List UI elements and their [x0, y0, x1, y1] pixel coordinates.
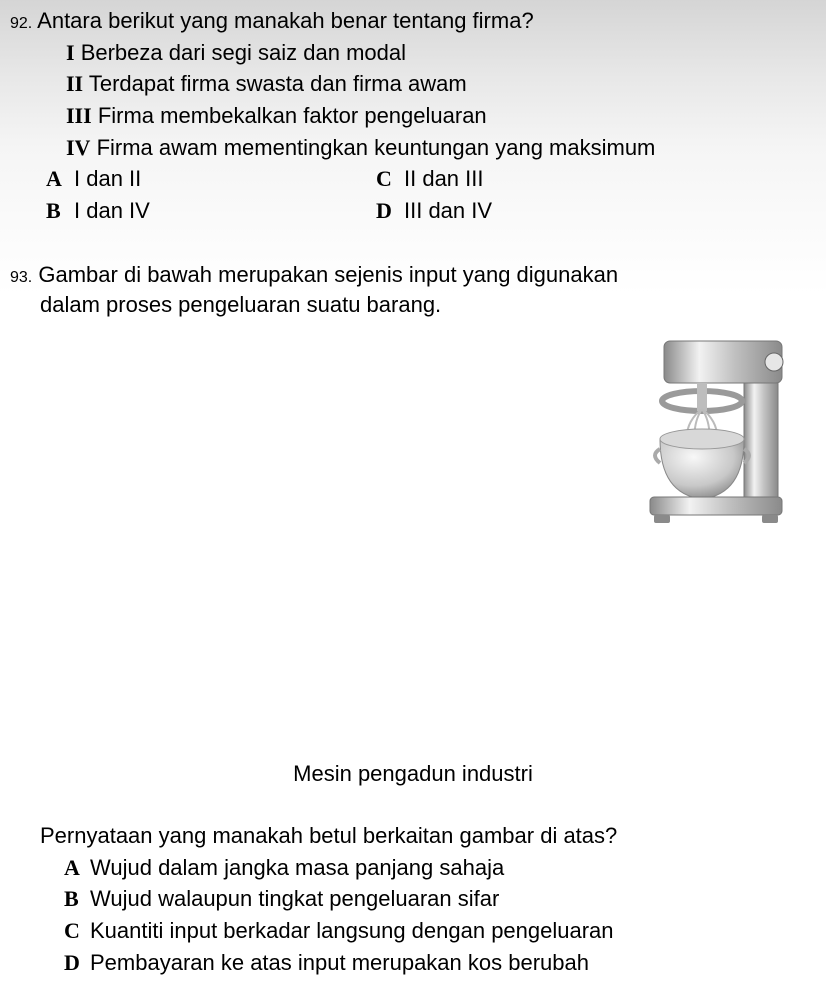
option-label: C	[376, 164, 404, 194]
option-c: C II dan III	[376, 164, 484, 194]
option-label: D	[64, 948, 90, 978]
option-text: Wujud walaupun tingkat pengeluaran sifar	[90, 884, 499, 914]
roman-item: IV Firma awam mementingkan keuntungan ya…	[66, 133, 816, 163]
option-a: A I dan II	[46, 164, 376, 194]
q92-options-row1: A I dan II C II dan III	[10, 164, 816, 194]
option-c: C Kuantiti input berkadar langsung denga…	[64, 916, 816, 946]
q93-subquestion: Pernyataan yang manakah betul berkaitan …	[10, 821, 816, 851]
option-b: B I dan IV	[46, 196, 376, 226]
q93-line1: 93. Gambar di bawah merupakan sejenis in…	[10, 260, 816, 290]
option-label: B	[46, 196, 74, 226]
option-d: D III dan IV	[376, 196, 492, 226]
roman-label: II	[66, 71, 83, 96]
q92-romans: I Berbeza dari segi saiz dan modal II Te…	[10, 38, 816, 163]
q93-options: A Wujud dalam jangka masa panjang sahaja…	[10, 853, 816, 978]
option-text: III dan IV	[404, 196, 492, 226]
option-text: I dan II	[74, 164, 141, 194]
q93-line2: dalam proses pengeluaran suatu barang.	[10, 290, 816, 320]
roman-item: I Berbeza dari segi saiz dan modal	[66, 38, 816, 68]
option-text: Wujud dalam jangka masa panjang sahaja	[90, 853, 504, 883]
option-label: C	[64, 916, 90, 946]
option-text: I dan IV	[74, 196, 150, 226]
q93-image-container	[10, 329, 816, 539]
question-93: 93. Gambar di bawah merupakan sejenis in…	[10, 260, 816, 978]
option-label: D	[376, 196, 404, 226]
roman-label: III	[66, 103, 92, 128]
option-text: Pembayaran ke atas input merupakan kos b…	[90, 948, 589, 978]
q92-number: 92.	[10, 15, 32, 32]
mixer-icon	[624, 329, 804, 539]
option-label: B	[64, 884, 90, 914]
roman-text: Terdapat firma swasta dan firma awam	[89, 71, 467, 96]
roman-item: II Terdapat firma swasta dan firma awam	[66, 69, 816, 99]
option-text: Kuantiti input berkadar langsung dengan …	[90, 916, 614, 946]
q92-line: 92. Antara berikut yang manakah benar te…	[10, 6, 816, 36]
q93-caption: Mesin pengadun industri	[10, 759, 816, 789]
option-b: B Wujud walaupun tingkat pengeluaran sif…	[64, 884, 816, 914]
roman-label: I	[66, 40, 75, 65]
option-label: A	[46, 164, 74, 194]
q93-text-line1: Gambar di bawah merupakan sejenis input …	[38, 262, 618, 287]
q93-number: 93.	[10, 269, 32, 286]
q92-text: Antara berikut yang manakah benar tentan…	[37, 8, 534, 33]
roman-text: Firma awam mementingkan keuntungan yang …	[97, 135, 656, 160]
q92-options-row2: B I dan IV D III dan IV	[10, 196, 816, 226]
option-label: A	[64, 853, 90, 883]
roman-label: IV	[66, 135, 90, 160]
roman-text: Berbeza dari segi saiz dan modal	[81, 40, 406, 65]
roman-text: Firma membekalkan faktor pengeluaran	[98, 103, 487, 128]
question-92: 92. Antara berikut yang manakah benar te…	[10, 6, 816, 226]
option-d: D Pembayaran ke atas input merupakan kos…	[64, 948, 816, 978]
roman-item: III Firma membekalkan faktor pengeluaran	[66, 101, 816, 131]
option-a: A Wujud dalam jangka masa panjang sahaja	[64, 853, 816, 883]
option-text: II dan III	[404, 164, 484, 194]
